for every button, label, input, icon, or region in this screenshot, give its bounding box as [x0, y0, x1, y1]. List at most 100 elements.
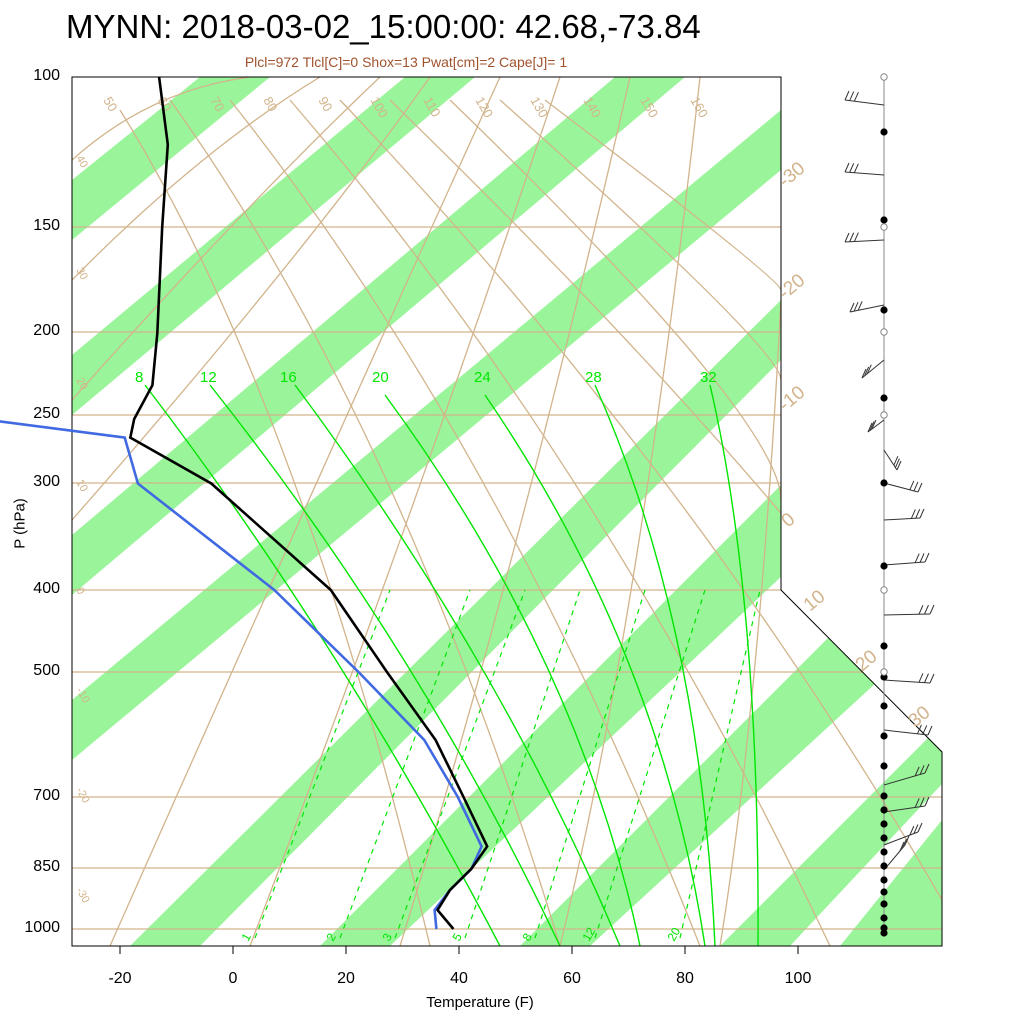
level-marker: [880, 876, 888, 884]
wind-barb-flag: [924, 796, 930, 807]
wind-barb-flag: [857, 301, 863, 311]
mixing-ratio-line: [394, 589, 526, 939]
level-marker: [880, 848, 888, 856]
level-marker-open: [880, 223, 888, 231]
y-axis-label: P (hPa): [11, 498, 29, 549]
mixing-ratio-label: 5: [449, 930, 465, 943]
dry-adiabat-label: 80: [260, 94, 280, 114]
level-marker: [880, 394, 888, 402]
dry-adiabat: [544, 99, 782, 291]
wind-barb-flag: [853, 91, 859, 102]
y-tick-label: 300: [33, 473, 60, 490]
wind-barb-flag: [896, 460, 902, 471]
edge-label: 20: [73, 376, 90, 393]
wind-barb-flag: [929, 604, 935, 615]
moist-adiabats: [144, 384, 759, 946]
isotherm-label: 10: [800, 586, 830, 616]
y-tick-label: 1000: [24, 919, 60, 936]
moist-adiabat: [594, 384, 716, 946]
y-tick-label: 400: [33, 580, 60, 597]
moist-adiabat: [384, 394, 641, 946]
wind-barb-flag: [915, 509, 921, 519]
wind-barb: [883, 517, 921, 521]
mixing-ratio-line: [464, 589, 581, 939]
x-axis-ticks-marks: [119, 946, 799, 954]
moist-adiabat: [294, 384, 621, 946]
edge-label: -20: [73, 786, 91, 806]
x-tick-label: 60: [563, 970, 581, 987]
wind-barb: [883, 805, 926, 813]
level-marker: [880, 914, 888, 922]
wind-barb-flag: [918, 673, 924, 683]
wind-barbs: [844, 90, 935, 871]
y-tick-label: 200: [33, 322, 60, 339]
dry-adiabat-label: 70: [207, 94, 227, 114]
isotherm-band: [72, 77, 475, 415]
wind-barb-flag: [866, 364, 872, 374]
dry-adiabat: [119, 109, 431, 946]
wind-barb: [844, 99, 885, 106]
x-tick-label: 40: [450, 970, 468, 987]
wind-barb: [883, 831, 919, 846]
edge-label: 10: [73, 478, 90, 495]
level-marker: [880, 900, 888, 908]
level-marker: [880, 924, 888, 932]
dry-adiabat-label: 50: [100, 94, 120, 114]
mixing-ratio-label: 20: [664, 925, 683, 944]
y-tick-label: 850: [33, 858, 60, 875]
isotherm-band: [72, 110, 781, 760]
wind-barb-flag: [849, 232, 855, 242]
level-marker: [880, 792, 888, 800]
wind-barb-flag: [894, 458, 900, 468]
wind-barb-flag: [849, 163, 855, 173]
wind-barb-flag: [871, 419, 877, 430]
level-marker: [880, 806, 888, 814]
dry-adiabat: [249, 77, 561, 946]
level-marker: [880, 929, 888, 937]
dry-adiabat-label: 60: [154, 94, 174, 114]
wind-barb-flag: [849, 91, 855, 101]
dry-adiabat: [719, 299, 782, 946]
dry-adiabat: [72, 77, 251, 161]
wind-barb-flag: [853, 232, 859, 242]
moist-adiabat: [144, 384, 501, 946]
level-marker-open: [880, 73, 888, 81]
level-marker: [880, 562, 888, 570]
wind-barb-flag: [916, 724, 922, 735]
chart-title: MYNN: 2018-03-02_15:00:00: 42.68,-73.84: [66, 8, 701, 45]
isotherm-band: [72, 77, 270, 240]
level-marker: [880, 479, 888, 487]
level-marker: [880, 762, 888, 770]
isotherm-label: -10: [775, 382, 810, 416]
x-tick-label: 20: [337, 970, 355, 987]
mixing-ratio-lines: [254, 589, 761, 939]
wind-barb-flag: [924, 673, 929, 683]
wind-barb: [849, 304, 885, 313]
moist-adiabat-label: 32: [700, 369, 717, 386]
wind-barb-flag: [844, 162, 850, 173]
x-tick-label: 80: [676, 970, 694, 987]
dry-adiabat-label: 120: [472, 94, 496, 120]
isotherm-band: [320, 485, 820, 946]
level-marker: [880, 128, 888, 136]
level-marker-open: [880, 328, 888, 336]
wind-barb-flag: [853, 163, 859, 173]
wind-barb: [883, 561, 926, 566]
moist-adiabat-label: 12: [200, 369, 217, 386]
x-tick-label: 100: [784, 970, 812, 987]
y-tick-label: 700: [33, 787, 60, 804]
level-marker: [880, 834, 888, 842]
level-marker-open: [880, 668, 888, 676]
wind-barb-flag: [893, 455, 899, 466]
mixing-ratio-line: [254, 589, 391, 939]
edge-label: 30: [73, 266, 90, 283]
y-tick-label: 250: [33, 405, 60, 422]
wind-barb-flag: [919, 508, 925, 519]
level-marker: [880, 702, 888, 710]
level-marker: [880, 306, 888, 314]
isotherm-bands: [72, 77, 942, 946]
wind-barb-flag: [919, 797, 925, 807]
wind-barb-flag: [899, 841, 905, 852]
mixing-ratio-label: 12: [579, 925, 598, 944]
moist-adiabat-label: 8: [135, 369, 143, 386]
